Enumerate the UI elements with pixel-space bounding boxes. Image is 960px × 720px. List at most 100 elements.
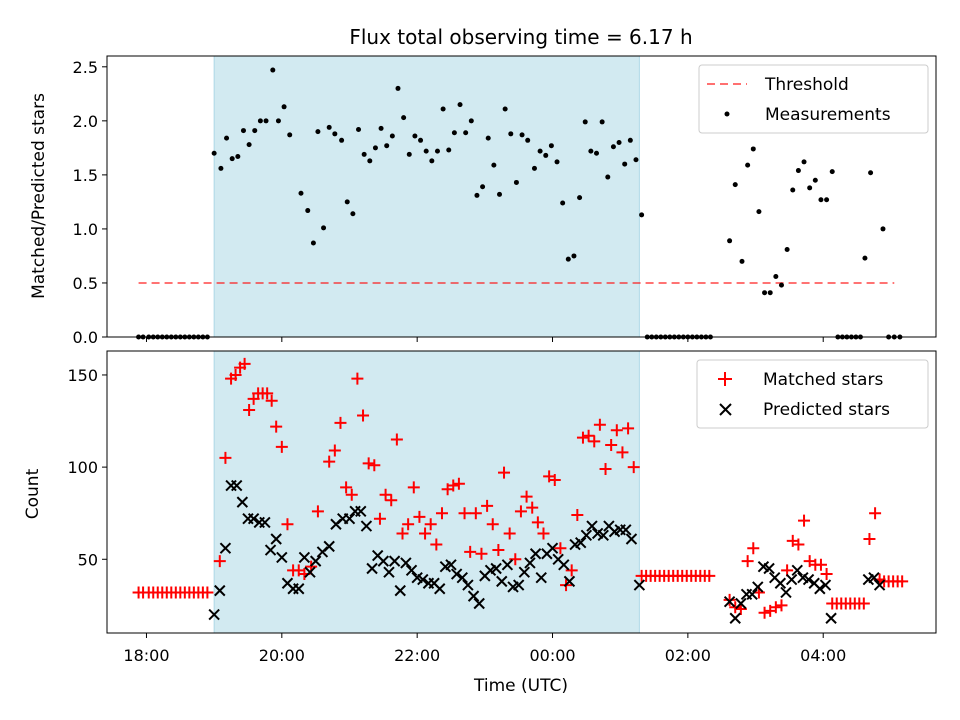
x-axis-label: Time (UTC): [473, 676, 568, 696]
measurement-point: [378, 125, 384, 131]
measurement-point: [525, 137, 531, 143]
bottom-legend-box: [696, 359, 929, 429]
matched-star-point: [368, 459, 381, 472]
matched-star-point: [896, 575, 909, 588]
top-legend: Threshold Measurements: [698, 64, 929, 134]
measurement-point: [790, 187, 796, 193]
measurement-point: [235, 154, 241, 160]
measurement-point: [513, 179, 519, 185]
matched-star-point: [758, 606, 771, 619]
legend-threshold-label: Threshold: [764, 75, 849, 95]
predicted-star-point: [309, 555, 322, 567]
predicted-star-point: [535, 571, 547, 584]
matched-star-point: [622, 422, 635, 435]
predicted-star-point: [450, 568, 463, 580]
observing-span-shade-top: [213, 55, 640, 338]
predicted-star-point: [580, 529, 593, 542]
measurement-point: [767, 290, 773, 296]
predicted-star-point: [383, 566, 395, 578]
predicted-star-point: [264, 544, 277, 556]
measurement-point: [485, 135, 491, 141]
measurement-point: [824, 197, 830, 203]
predicted-star-point: [819, 579, 832, 591]
measurement-point: [281, 104, 287, 110]
matched-star-point: [328, 444, 341, 457]
matched-star-point: [219, 451, 232, 464]
measurement-point: [310, 240, 316, 246]
measurement-point: [750, 146, 756, 152]
matched-star-point: [351, 372, 364, 385]
predicted-star-point: [791, 564, 803, 577]
matched-star-point: [413, 510, 426, 523]
measurement-point: [480, 184, 486, 190]
measurement-point: [356, 126, 362, 132]
matched-star-point: [869, 507, 882, 520]
matched-star-point: [509, 553, 522, 566]
measurement-point: [812, 177, 818, 183]
measurement-point: [246, 142, 252, 148]
measurement-point: [762, 290, 768, 296]
predicted-star-point: [529, 548, 542, 560]
y-tick-label: 100: [67, 458, 98, 477]
measurement-point: [491, 162, 497, 168]
predicted-star-point: [735, 597, 747, 610]
predicted-star-point: [270, 533, 282, 545]
matched-star-point: [385, 494, 398, 507]
predicted-star-point: [323, 540, 335, 553]
predicted-star-point: [729, 612, 741, 624]
matched-star-point: [588, 435, 601, 448]
predicted-star-point: [501, 559, 514, 571]
legend-predicted-label: Predicted stars: [763, 400, 890, 420]
measurement-point: [423, 148, 429, 154]
predicted-star-point: [214, 584, 226, 597]
matched-star-point: [576, 431, 589, 444]
matched-star-point: [775, 599, 788, 612]
top-y-axis-label: Matched/Predicted stars: [29, 93, 49, 299]
measurement-point: [468, 118, 474, 124]
matched-star-point: [814, 558, 827, 571]
predicted-star-point: [434, 583, 446, 595]
bottom-axes-frame: [106, 350, 937, 634]
y-tick-label: 150: [67, 366, 98, 385]
predicted-star-point: [723, 595, 736, 608]
measurement-point: [287, 132, 293, 138]
predicted-star-point: [558, 559, 570, 571]
matched-star-point: [798, 514, 811, 527]
predicted-star-point: [445, 559, 457, 571]
measurement-point: [257, 118, 263, 124]
matched-star-point: [537, 527, 550, 540]
predicted-star-point: [825, 612, 837, 624]
measurement-point: [401, 115, 407, 121]
measurement-point: [599, 119, 605, 125]
top-legend-box: [698, 64, 929, 134]
measurement-point: [732, 182, 738, 188]
matched-star-point: [424, 518, 437, 531]
measurement-point: [252, 128, 258, 134]
measurement-point: [862, 255, 868, 261]
predicted-star-point: [780, 586, 792, 599]
matched-star-point: [498, 466, 511, 479]
predicted-star-point: [524, 557, 536, 569]
measurement-point: [594, 150, 600, 156]
predicted-star-point: [462, 579, 474, 591]
matched-star-point: [390, 433, 403, 446]
matched-star-point: [357, 409, 370, 422]
measurement-point: [446, 147, 452, 153]
x-tick-label: 20:00: [259, 646, 305, 665]
matched-star-point: [531, 516, 544, 529]
matched-star-point: [486, 518, 499, 531]
measurement-point: [218, 165, 224, 171]
matched-star-point: [503, 527, 516, 540]
y-tick-label: 1.0: [73, 220, 98, 239]
matched-star-point: [229, 368, 242, 381]
measurement-point: [434, 148, 440, 154]
measurement-point: [224, 135, 230, 141]
measurement-point: [745, 162, 751, 168]
matched-star-point: [857, 597, 870, 610]
measurement-point: [560, 200, 566, 206]
matched-star-point: [447, 479, 460, 492]
predicted-star-point: [417, 573, 429, 586]
measurement-point: [270, 67, 276, 73]
matched-star-point: [554, 542, 567, 555]
predicted-star-point: [512, 579, 525, 591]
